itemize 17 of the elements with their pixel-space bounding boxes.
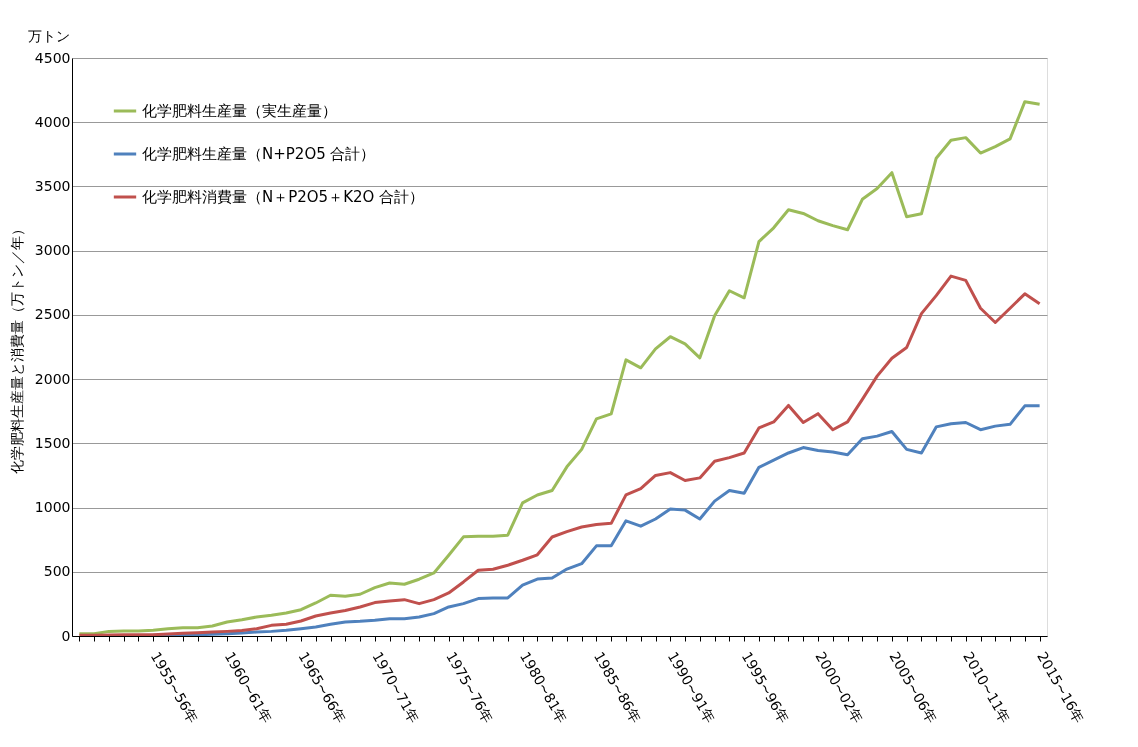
y-tick-label: 4000 [34,113,71,130]
legend-label: 化学肥料消費量（N＋P2O5＋K2O 合計） [142,188,425,206]
legend-label: 化学肥料生産量（N+P2O5 合計） [142,145,376,163]
line-series [77,274,1042,636]
y-tick-label: 0 [61,627,71,644]
y-tick-label: 4500 [34,49,71,66]
y-axis-title: 化学肥料生産量と消費量（万トン／年） [8,221,25,474]
y-tick-label: 1500 [34,434,71,451]
text: 万トン [28,28,70,44]
y-tick-label: 500 [43,563,71,580]
y-tick-label: 3000 [34,242,71,259]
y-tick-label: 3500 [34,177,71,194]
y-tick-label: 2500 [34,306,71,323]
y-tick-label: 2000 [34,370,71,387]
line-series [77,100,1042,636]
y-tick-label: 1000 [34,499,71,516]
legend-label: 化学肥料生産量（実生産量） [142,102,337,120]
